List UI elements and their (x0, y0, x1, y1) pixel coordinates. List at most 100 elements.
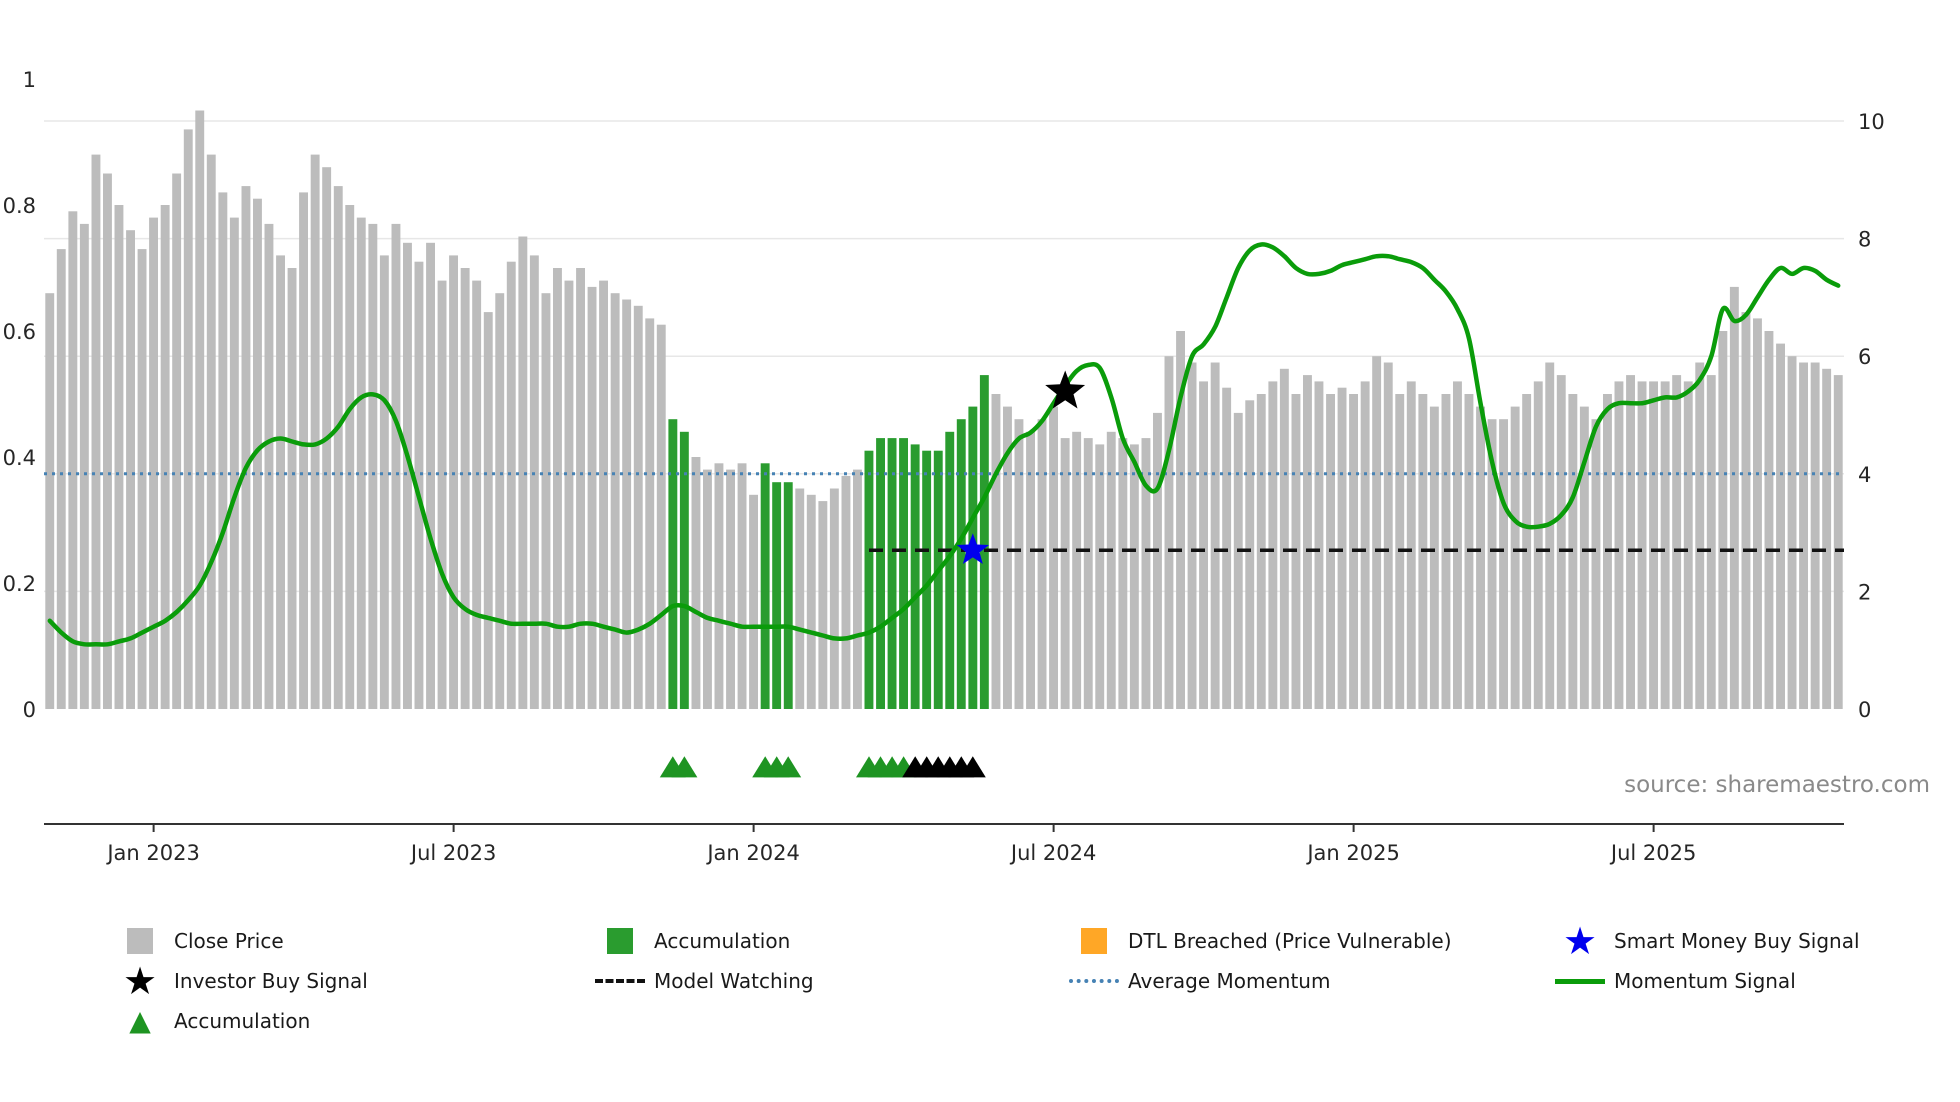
legend-item-model-watching: Model Watching (592, 961, 814, 1001)
close-price-bar (1210, 362, 1220, 709)
close-price-bar (79, 223, 89, 709)
close-price-bar (195, 110, 205, 709)
close-price-bar (56, 249, 66, 709)
left-axis-tick-label: 1 (23, 68, 36, 92)
close-price-bar (1164, 356, 1174, 709)
black-star-icon: ★ (122, 959, 158, 1003)
close-price-bar (1556, 375, 1566, 709)
close-price-bar (529, 255, 539, 709)
smart-money-buy-signal-star (956, 533, 989, 564)
legend-item-accumulation: Accumulation (592, 921, 814, 961)
accumulation-triangle-marker (671, 756, 698, 778)
close-price-bar (1095, 444, 1105, 709)
accumulation-bar (922, 450, 932, 709)
close-price-bar (1406, 381, 1416, 709)
close-price-bar (518, 236, 528, 709)
close-price-bar (1049, 406, 1058, 709)
close-price-bar (379, 255, 389, 709)
close-price-bar (1487, 419, 1497, 709)
close-price-bar (599, 280, 608, 709)
legend-item-dtl-breached: DTL Breached (Price Vulnerable) (1066, 921, 1452, 961)
legend-item-close-price: Close Price (112, 921, 368, 961)
close-price-bar (310, 154, 320, 710)
accumulation-bar (899, 438, 908, 709)
dtl-breached-swatch-icon (1066, 928, 1122, 954)
close-price-bar (1672, 375, 1682, 709)
legend-label: Accumulation (654, 929, 791, 953)
right-axis-tick-label: 6 (1858, 345, 1871, 369)
close-price-bar (1626, 375, 1635, 709)
close-price-bar (1683, 381, 1693, 709)
close-price-bar (1314, 381, 1324, 709)
legend-column-1: Close Price ★ Investor Buy Signal ▲ Accu… (112, 921, 368, 1041)
close-price-bar (437, 280, 447, 709)
close-price-bar (1129, 444, 1139, 709)
left-axis-tick-label: 0.2 (3, 572, 36, 596)
close-price-bar (1337, 387, 1347, 709)
close-price-bar (749, 494, 758, 709)
close-price-bar (483, 312, 493, 709)
accumulation-bar (887, 438, 897, 709)
investor-buy-signal-star (1045, 370, 1086, 409)
right-axis-tick-label: 0 (1858, 698, 1871, 722)
legend-column-3: DTL Breached (Price Vulnerable) Average … (1066, 921, 1452, 1001)
accumulation-bar (945, 431, 955, 709)
close-price-bar (1014, 419, 1024, 709)
close-price-bar (403, 242, 412, 710)
close-price-bar (1453, 381, 1462, 709)
x-tick-label: Jul 2025 (1609, 841, 1696, 865)
close-price-bar (449, 255, 458, 709)
close-price-bar (1072, 431, 1082, 709)
right-axis-tick-label: 4 (1858, 463, 1871, 487)
close-price-bar (1372, 356, 1382, 709)
close-price-bar (1118, 438, 1128, 709)
legend-item-accumulation-triangle: ▲ Accumulation (112, 1001, 368, 1041)
close-price-bar (553, 268, 562, 709)
dashed-line-icon (592, 979, 648, 983)
close-price-bar (1429, 406, 1439, 709)
close-price-bar (1741, 312, 1751, 709)
close-price-bar (218, 192, 228, 709)
legend-label: Accumulation (174, 1009, 311, 1033)
close-price-bar (206, 154, 216, 710)
legend-item-investor-buy-signal: ★ Investor Buy Signal (112, 961, 368, 1001)
close-price-bar (1649, 381, 1658, 709)
close-price-bar (103, 173, 112, 709)
legend-column-4: ★ Smart Money Buy Signal Momentum Signal (1552, 921, 1860, 1001)
accumulation-bar (933, 450, 943, 709)
x-tick-label: Jul 2024 (1009, 841, 1096, 865)
legend-item-smart-money-buy-signal: ★ Smart Money Buy Signal (1552, 921, 1860, 961)
close-price-bar (829, 488, 839, 709)
legend-label: Investor Buy Signal (174, 969, 368, 993)
close-price-bar (241, 186, 251, 710)
close-price-bar (818, 501, 828, 709)
close-price-bar (576, 268, 585, 709)
close-price-bar (1533, 381, 1543, 709)
close-price-bar (1060, 438, 1070, 709)
legend-label: Average Momentum (1128, 969, 1331, 993)
close-price-bar (1037, 419, 1047, 709)
legend-label: Momentum Signal (1614, 969, 1796, 993)
accumulation-bar (956, 419, 966, 709)
close-price-bar (564, 280, 574, 709)
chart-svg: Jan 2023 Jul 2023 Jan 2024 Jul 2024 Jan 2025… (3, 68, 1885, 865)
close-price-bar (1476, 406, 1485, 709)
right-axis-tick-label: 2 (1858, 580, 1871, 604)
accumulation-bar (668, 419, 678, 709)
close-price-bar (1279, 368, 1289, 709)
close-price-bar (1153, 412, 1162, 709)
close-price-bar (1360, 381, 1370, 709)
close-price-bar (1026, 431, 1035, 709)
accumulation-bar (772, 482, 782, 709)
close-price-bar (91, 154, 101, 710)
close-price-bar (1003, 406, 1012, 709)
close-price-bar (645, 318, 655, 709)
close-price-bar (541, 293, 551, 709)
close-price-swatch-icon (112, 928, 168, 954)
legend-label: Smart Money Buy Signal (1614, 929, 1860, 953)
close-price-bar (414, 261, 424, 709)
close-price-bar (426, 242, 435, 710)
legend-item-momentum-signal: Momentum Signal (1552, 961, 1860, 1001)
x-tick-label: Jan 2025 (1305, 841, 1400, 865)
x-tick-label: Jul 2023 (409, 841, 496, 865)
